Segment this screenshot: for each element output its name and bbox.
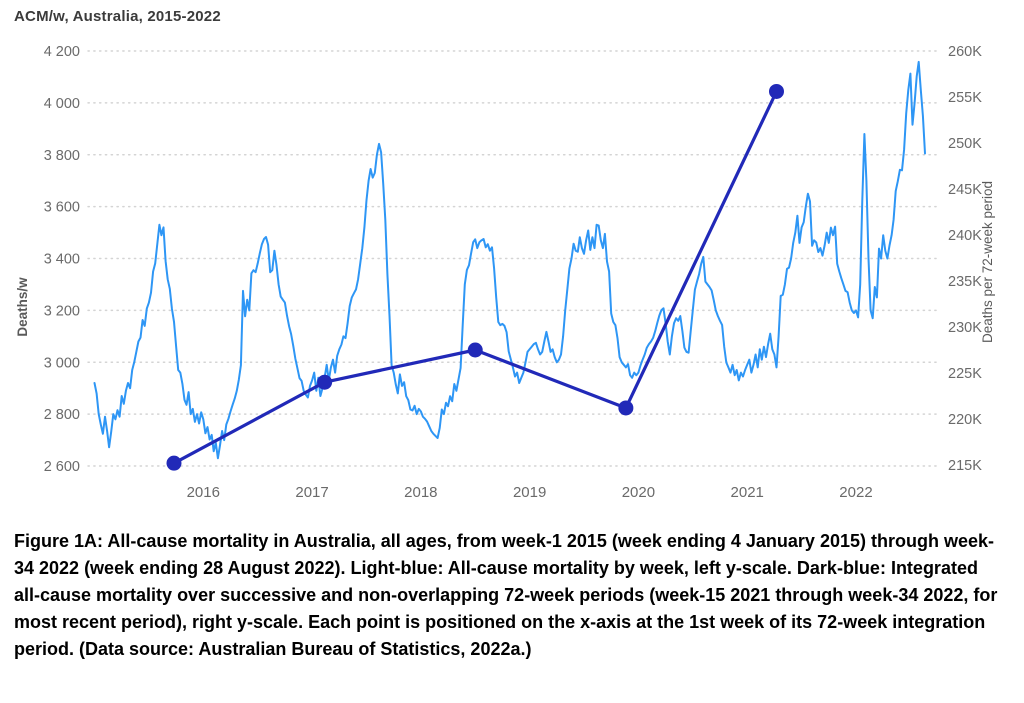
integrated-mortality-line bbox=[173, 90, 778, 465]
left-axis-tick-label: 4 200 bbox=[44, 44, 80, 60]
x-axis-tick-label: 2019 bbox=[513, 484, 546, 501]
left-axis-tick-label: 3 000 bbox=[44, 355, 80, 371]
chart-title: ACM/w, Australia, 2015-2022 bbox=[14, 8, 221, 25]
right-axis-tick-label: 260K bbox=[948, 44, 982, 60]
left-axis-tick-label: 2 800 bbox=[44, 407, 80, 423]
left-axis-tick-label: 3 800 bbox=[44, 148, 80, 164]
x-axis-tick-label: 2020 bbox=[622, 484, 655, 501]
x-axis-tick-label: 2017 bbox=[295, 484, 328, 501]
acm-chart-plot: 4 200 4 000 3 800 3 600 3 400 3 200 3 000 2 800… bbox=[15, 44, 995, 501]
right-axis-tick-label: 250K bbox=[948, 136, 982, 152]
x-axis-tick-label: 2016 bbox=[187, 484, 220, 501]
x-axis-tick-label: 2021 bbox=[731, 484, 764, 501]
right-axis-tick-label: 235K bbox=[948, 274, 982, 290]
left-axis-title: Deaths/w bbox=[15, 277, 30, 337]
right-axis-tick-label: 220K bbox=[948, 412, 982, 428]
integrated-mortality-point bbox=[166, 455, 182, 471]
left-axis-tick-label: 3 600 bbox=[44, 200, 80, 216]
x-axis-tick-label: 2018 bbox=[404, 484, 437, 501]
integrated-mortality-point bbox=[467, 342, 483, 358]
left-axis-tick-label: 2 600 bbox=[44, 459, 80, 475]
right-axis-tick-label: 215K bbox=[948, 458, 982, 474]
figure-caption: Figure 1A: All-cause mortality in Austra… bbox=[14, 531, 998, 659]
integrated-mortality-point bbox=[618, 400, 634, 416]
integrated-mortality-point bbox=[317, 374, 333, 390]
x-axis-tick-label: 2022 bbox=[839, 484, 872, 501]
left-axis-tick-label: 3 200 bbox=[44, 303, 80, 319]
right-axis-tick-label: 255K bbox=[948, 90, 982, 106]
right-axis-tick-label: 230K bbox=[948, 320, 982, 336]
right-axis-tick-label: 245K bbox=[948, 182, 982, 198]
right-axis-tick-label: 240K bbox=[948, 228, 982, 244]
right-axis-title: Deaths per 72-week period bbox=[980, 181, 995, 343]
right-axis-tick-label: 225K bbox=[948, 366, 982, 382]
weekly-mortality-line bbox=[93, 60, 926, 460]
left-axis-tick-label: 4 000 bbox=[44, 96, 80, 112]
left-axis-tick-label: 3 400 bbox=[44, 252, 80, 268]
integrated-mortality-point bbox=[768, 83, 784, 99]
